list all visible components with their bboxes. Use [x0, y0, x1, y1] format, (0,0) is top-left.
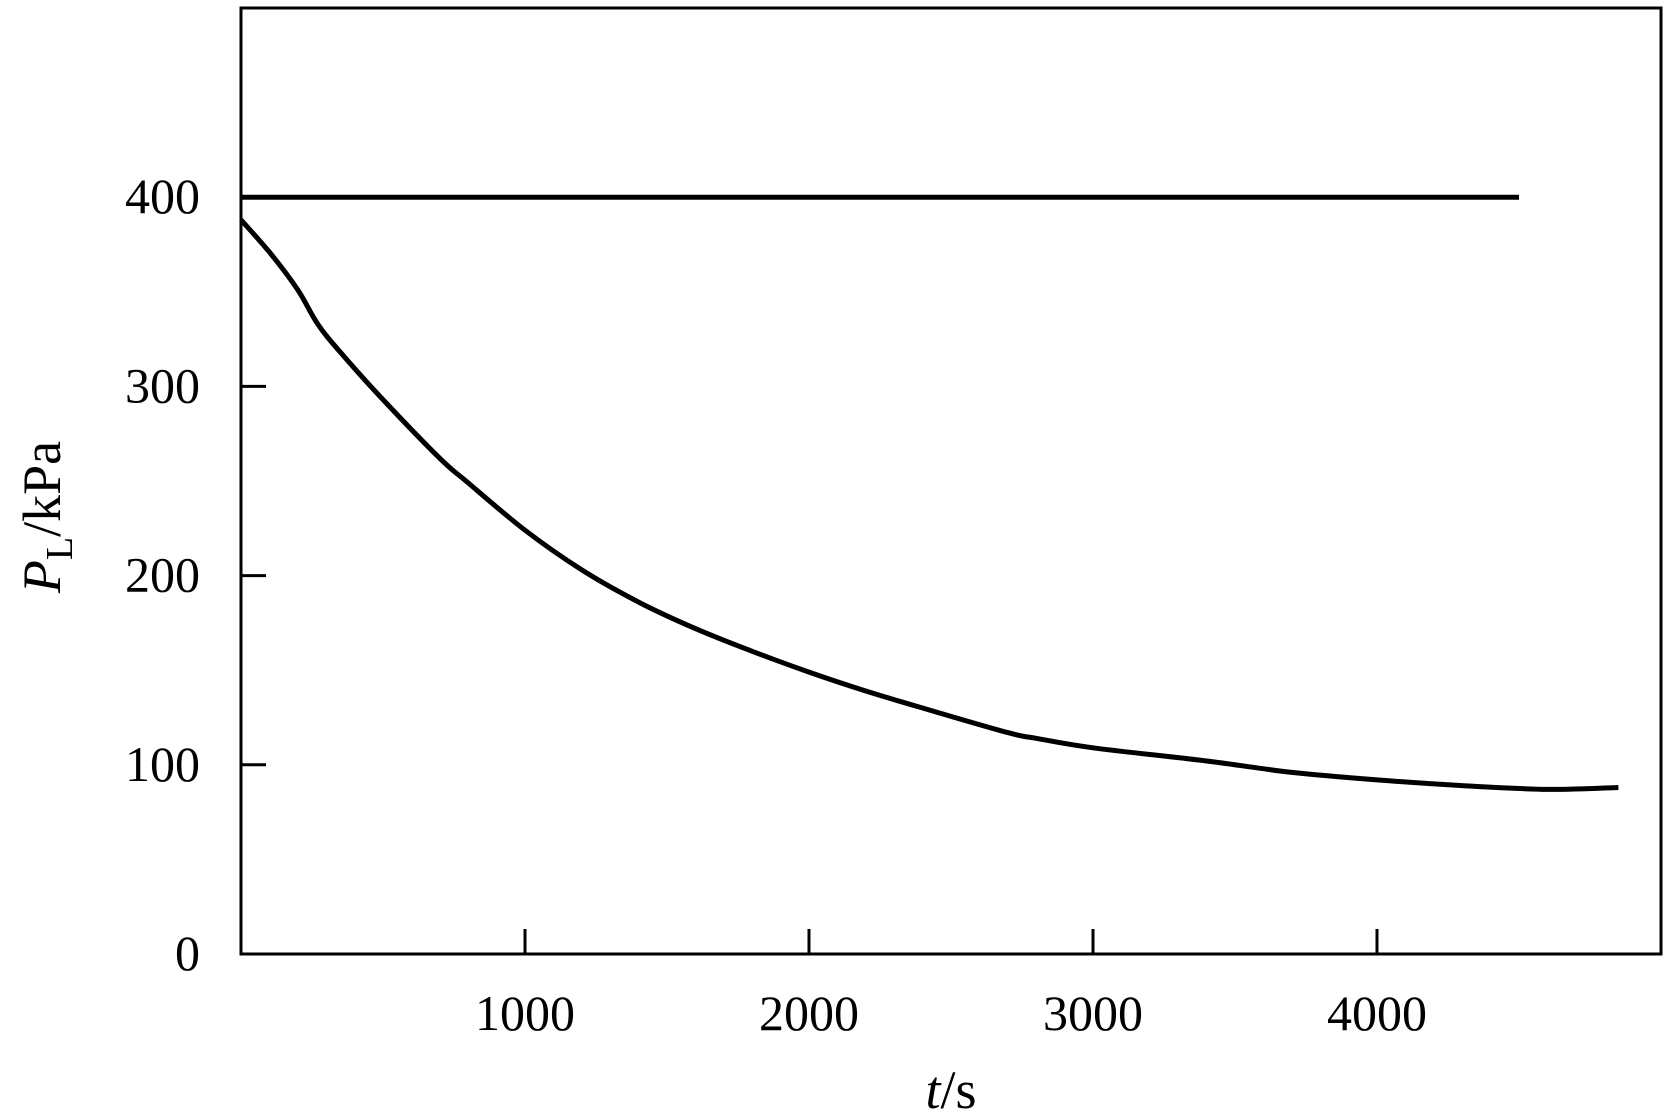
y-tick-label: 100 [125, 736, 200, 792]
plot-frame [239, 6, 1663, 956]
y-axis-sub: L [39, 537, 81, 560]
y-axis-var: P [12, 560, 72, 594]
y-tick-label: 0 [175, 925, 200, 981]
y-axis-unit: /kPa [12, 441, 72, 537]
x-axis-title: t/s [925, 1060, 976, 1115]
x-tick-label: 4000 [1327, 985, 1427, 1041]
x-tick-label: 3000 [1043, 985, 1143, 1041]
x-axis-var: t [925, 1060, 942, 1115]
x-axis-unit: /s [940, 1060, 976, 1115]
x-tick-label: 1000 [475, 985, 575, 1041]
y-axis-ticks: 0 100 200 300 400 [125, 168, 266, 981]
x-tick-label: 2000 [759, 985, 859, 1041]
y-tick-label: 200 [125, 547, 200, 603]
series-group [239, 194, 1619, 792]
y-tick-label: 400 [125, 168, 200, 224]
series-line-2 [239, 218, 1619, 792]
x-axis-ticks: 1000 2000 3000 4000 [475, 929, 1427, 1041]
y-tick-label: 300 [125, 357, 200, 413]
y-axis-title: PL/kPa [12, 441, 81, 594]
